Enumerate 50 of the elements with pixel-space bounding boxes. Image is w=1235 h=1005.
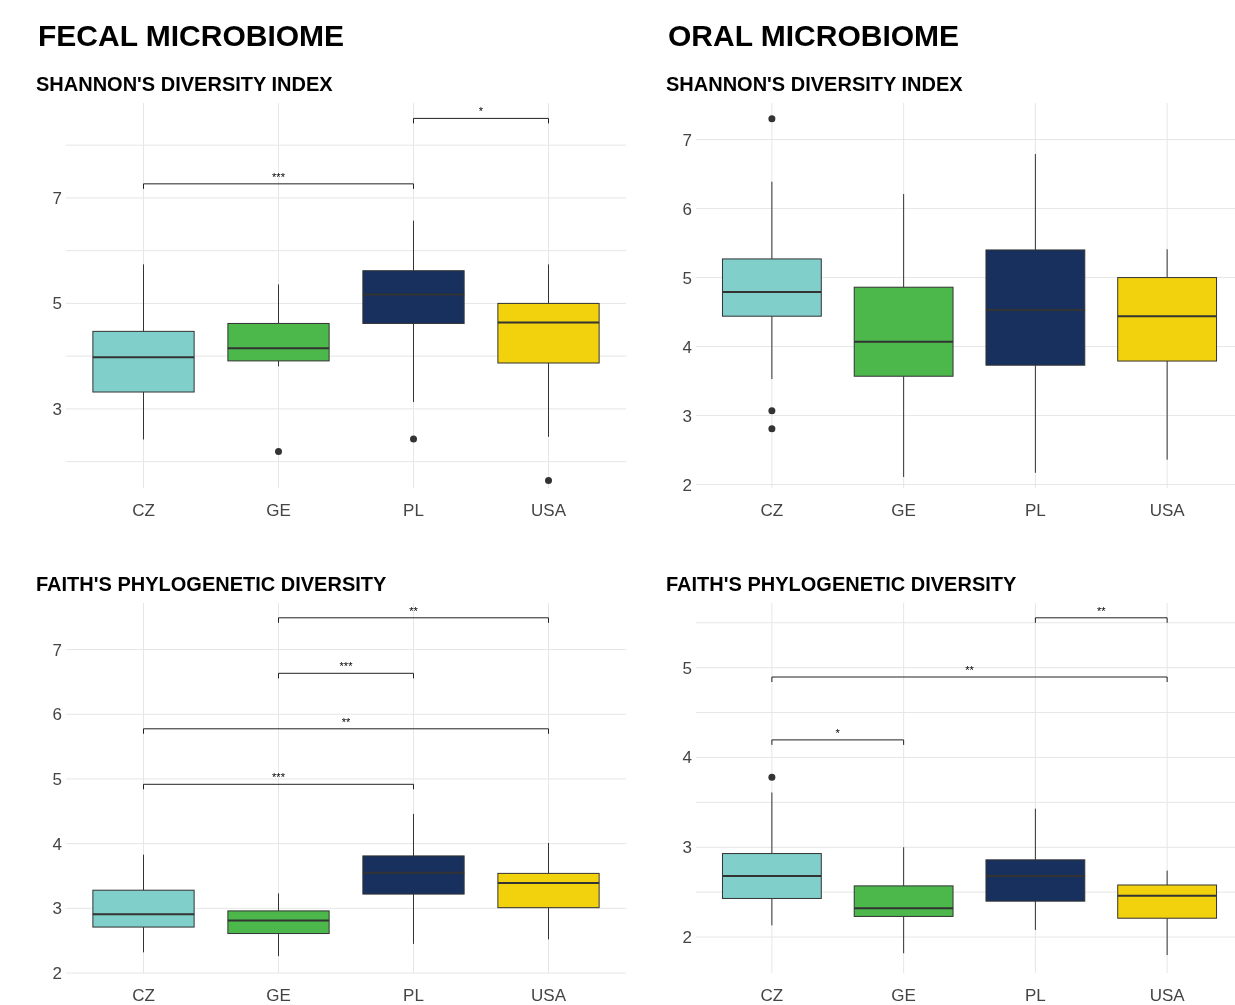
- x-tick-label: PL: [403, 986, 424, 1005]
- annotation: ***: [272, 170, 286, 183]
- x-tick-label: GE: [891, 501, 916, 520]
- y-tick-label: 2: [682, 928, 692, 948]
- chart-subtitle: SHANNON'S DIVERSITY INDEX: [666, 73, 964, 95]
- x-tick-label: GE: [891, 986, 916, 1005]
- chart-subtitle: SHANNON'S DIVERSITY INDEX: [36, 73, 334, 95]
- x-tick-label: USA: [531, 501, 567, 520]
- y-tick-label: 6: [682, 199, 692, 219]
- x-tick-label: USA: [531, 986, 567, 1005]
- x-tick-label: USA: [1149, 501, 1186, 520]
- y-tick-label: 5: [52, 294, 62, 314]
- y-tick-label: 3: [52, 399, 62, 419]
- annotation: **: [1096, 604, 1107, 617]
- x-tick-label: GE: [266, 501, 291, 520]
- y-tick-label: 7: [52, 188, 62, 208]
- annotation: **: [409, 604, 419, 617]
- y-tick-label: 7: [682, 130, 692, 150]
- y-tick-label: 3: [682, 838, 692, 858]
- chart-title: FECAL MICROBIOME: [38, 19, 345, 52]
- y-tick-label: 2: [682, 475, 692, 495]
- annotation: *: [835, 726, 841, 739]
- annotation: *: [478, 105, 484, 118]
- x-tick-label: CZ: [132, 986, 155, 1005]
- annotation: **: [965, 664, 975, 676]
- y-tick-label: 2: [52, 963, 62, 983]
- y-tick-label: 7: [52, 640, 62, 660]
- chart-title: ORAL MICROBIOME: [668, 19, 960, 52]
- x-tick-label: CZ: [132, 501, 155, 520]
- annotation: **: [341, 715, 351, 728]
- x-tick-label: USA: [1149, 986, 1186, 1005]
- x-tick-label: GE: [266, 986, 291, 1005]
- y-tick-label: 6: [52, 705, 62, 725]
- y-tick-label: 5: [682, 658, 692, 678]
- y-tick-label: 4: [682, 337, 692, 357]
- chart-subtitle: FAITH'S PHYLOGENETIC DIVERSITY: [36, 573, 388, 595]
- y-tick-label: 3: [52, 899, 62, 919]
- x-tick-label: PL: [1024, 986, 1046, 1005]
- y-tick-label: 5: [682, 268, 692, 288]
- y-tick-label: 4: [52, 834, 62, 854]
- annotation: ***: [272, 771, 286, 784]
- x-tick-label: CZ: [760, 986, 784, 1005]
- chart-subtitle: FAITH'S PHYLOGENETIC DIVERSITY: [666, 573, 1018, 595]
- y-tick-label: 5: [52, 769, 62, 789]
- x-tick-label: CZ: [760, 501, 784, 520]
- x-tick-label: PL: [1024, 501, 1046, 520]
- y-tick-label: 4: [682, 748, 692, 768]
- annotation: ***: [339, 660, 354, 673]
- x-tick-label: PL: [403, 501, 424, 520]
- y-tick-label: 3: [682, 406, 692, 426]
